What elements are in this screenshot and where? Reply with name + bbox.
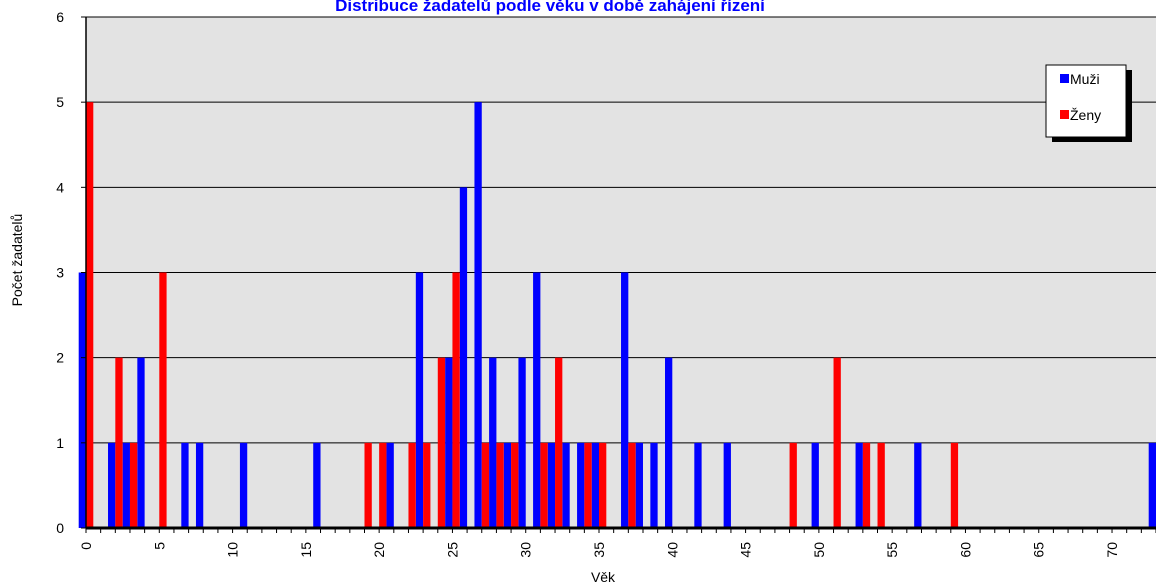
y-ticks: 0 1 2 3 4 5 6 [56, 9, 86, 536]
bar-muzi [621, 272, 629, 528]
y-axis-label: Počet žadatelů [9, 214, 25, 307]
bar-zeny [115, 357, 123, 528]
y-tick-label: 4 [56, 179, 64, 195]
bar-zeny [833, 357, 841, 528]
bar-zeny [481, 442, 490, 528]
y-tick-label: 0 [56, 520, 64, 536]
bar-zeny [159, 272, 167, 528]
gridlines [86, 16, 1156, 444]
legend-box [1045, 64, 1127, 138]
x-tick-label: 55 [884, 542, 900, 558]
x-tick-label: 35 [591, 542, 607, 558]
bar-zeny [452, 272, 460, 528]
bar-muzi [1148, 442, 1156, 528]
bar-muzi [474, 102, 482, 529]
x-tick-label: 50 [811, 542, 827, 558]
bar-muzi [137, 357, 145, 528]
bar-muzi [415, 272, 424, 528]
bar-zeny [379, 442, 387, 528]
bar-muzi [547, 442, 556, 528]
bar-zeny [950, 442, 959, 528]
bar-zeny [540, 442, 548, 528]
bar-muzi [723, 442, 731, 528]
bar-muzi [577, 442, 585, 528]
bar-muzi [694, 442, 702, 528]
bar-muzi [562, 442, 570, 528]
x-tick-label: 15 [298, 542, 314, 558]
bar-muzi [855, 442, 863, 528]
bar-muzi [239, 442, 248, 528]
legend-swatch-muzi [1060, 74, 1069, 83]
bar-muzi [591, 442, 600, 528]
bar-muzi [122, 442, 130, 528]
bar-muzi [503, 442, 512, 528]
bar-muzi [445, 357, 453, 528]
bar-muzi [181, 442, 189, 528]
bar-zeny [789, 442, 797, 528]
x-tick-label: 25 [444, 542, 460, 558]
bar-zeny [86, 102, 94, 529]
bar-zeny [364, 442, 372, 528]
bar-zeny [862, 442, 871, 528]
bar-muzi [635, 442, 643, 528]
y-tick-label: 1 [56, 435, 64, 451]
x-tick-label: 70 [1104, 542, 1120, 558]
y-tick-label: 3 [56, 265, 64, 281]
y-tick-label: 6 [56, 9, 64, 25]
x-tick-label: 0 [78, 542, 94, 550]
legend-label-muzi: Muži [1070, 71, 1100, 87]
bars [78, 102, 1156, 529]
bar-muzi [195, 442, 204, 528]
bar-zeny [877, 442, 885, 528]
bar-zeny [511, 442, 519, 528]
bar-muzi [914, 442, 922, 528]
x-tick-label: 60 [957, 542, 973, 558]
bar-zeny [129, 442, 138, 528]
bar-muzi [386, 442, 394, 528]
y-tick-label: 2 [56, 350, 64, 366]
bar-zeny [628, 442, 636, 528]
bar-zeny [599, 442, 607, 528]
bar-muzi [459, 187, 468, 528]
x-tick-label: 65 [1031, 542, 1047, 558]
bar-muzi [518, 357, 526, 528]
bar-zeny [437, 357, 446, 528]
x-tick-label: 40 [664, 542, 680, 558]
x-axis-label: Věk [591, 569, 616, 585]
legend-swatch-zeny [1060, 110, 1069, 119]
bar-zeny [555, 357, 563, 528]
bar-zeny [584, 442, 592, 528]
legend-label-zeny: Ženy [1070, 107, 1101, 123]
bar-muzi [650, 442, 658, 528]
bar-zeny [496, 442, 504, 528]
bar-muzi [811, 442, 819, 528]
bar-muzi [489, 357, 497, 528]
bar-muzi [665, 357, 673, 528]
x-tick-label: 10 [225, 542, 241, 558]
bar-muzi [108, 442, 116, 528]
x-tick-label: 20 [371, 542, 387, 558]
bar-muzi [533, 272, 541, 528]
bar-zeny [423, 442, 431, 528]
bar-muzi [313, 442, 321, 528]
x-tick-label: 30 [518, 542, 534, 558]
x-ticks: 0 5 10 15 20 25 30 35 40 45 50 55 60 65 70 [78, 528, 1156, 558]
bar-zeny [408, 442, 416, 528]
y-tick-label: 5 [56, 94, 64, 110]
chart-title: Distribuce žadatelů podle věku v době za… [335, 0, 766, 15]
legend: Muži Ženy [1045, 64, 1132, 142]
x-tick-label: 45 [738, 542, 754, 558]
x-tick-label: 5 [151, 542, 167, 550]
bar-muzi [78, 272, 86, 528]
